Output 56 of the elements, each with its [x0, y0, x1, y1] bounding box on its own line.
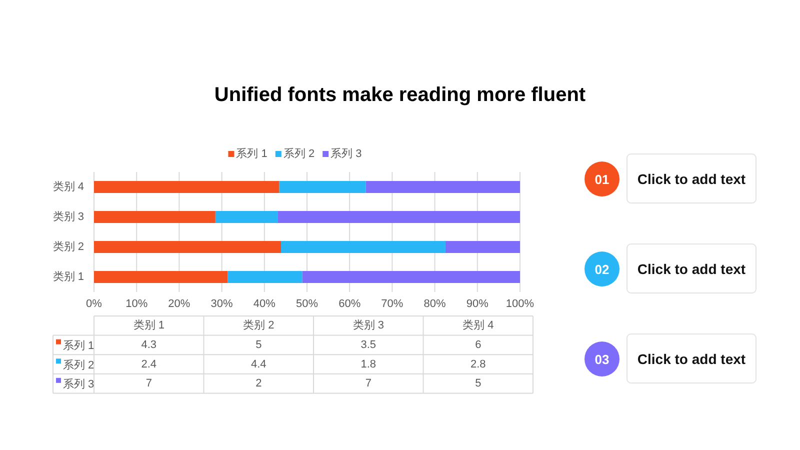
- text: Click to add text: [637, 171, 746, 187]
- data-label: 7: [365, 378, 372, 390]
- category-label: 03: [594, 352, 610, 367]
- data-label: 6: [475, 338, 482, 351]
- bar: [215, 211, 278, 223]
- y-tick-label: 类别 4: [52, 180, 84, 193]
- legend-label: 系列 3: [330, 147, 362, 160]
- y-tick-label: 类别 3: [52, 210, 84, 223]
- data-label: 7: [146, 378, 152, 390]
- y-tick-label: 类别 1: [52, 270, 84, 283]
- bar: [366, 181, 520, 193]
- data-label: 2.4: [141, 358, 157, 370]
- x-tick-label: 50%: [296, 298, 318, 310]
- data-label: 3.5: [360, 338, 376, 351]
- data-label: 5: [256, 338, 262, 351]
- x-tick-label: 20%: [168, 298, 190, 310]
- bar: [278, 211, 520, 223]
- x-tick-label: 30%: [210, 298, 234, 310]
- data-label: 4.3: [141, 338, 157, 351]
- x-tick-label: 60%: [338, 298, 361, 310]
- bar: [94, 241, 282, 253]
- legend-label: 系列 1: [63, 338, 94, 352]
- bar: [94, 211, 216, 223]
- x-tick-label: 0%: [86, 298, 102, 310]
- y-tick-label: 类别 2: [52, 240, 84, 253]
- chart-title: Unified fonts make reading more fluent: [214, 84, 586, 106]
- legend-label: 系列 2: [283, 147, 315, 160]
- bar: [445, 241, 520, 253]
- x-tick-label: 80%: [424, 298, 446, 310]
- category-label: 类别 3: [352, 318, 384, 332]
- legend-label: 系列 1: [236, 147, 268, 160]
- bar: [228, 271, 302, 283]
- bar: [279, 181, 366, 193]
- category-label: 02: [594, 262, 610, 277]
- bar: [94, 181, 280, 193]
- data-label: 5: [475, 378, 482, 390]
- x-tick-label: 40%: [253, 298, 276, 310]
- legend-label: 系列 3: [63, 378, 94, 391]
- legend-label: 系列 2: [63, 358, 94, 372]
- x-tick-label: 70%: [381, 298, 404, 310]
- bar: [302, 271, 520, 283]
- data-label: 1.8: [360, 358, 376, 370]
- data-label: 4.4: [250, 358, 266, 370]
- data-label: 2.8: [470, 358, 486, 370]
- data-label: 2: [256, 378, 262, 390]
- category-label: 类别 4: [462, 318, 494, 332]
- bar: [281, 241, 446, 253]
- x-tick-label: 10%: [126, 298, 148, 310]
- category-label: 类别 2: [243, 318, 274, 332]
- text: Click to add text: [637, 351, 746, 367]
- category-label: 类别 1: [133, 318, 164, 332]
- x-tick-label: 100%: [506, 298, 534, 310]
- bar: [94, 271, 228, 283]
- text: Click to add text: [637, 261, 746, 277]
- x-tick-label: 90%: [466, 298, 489, 310]
- category-label: 01: [594, 172, 610, 187]
